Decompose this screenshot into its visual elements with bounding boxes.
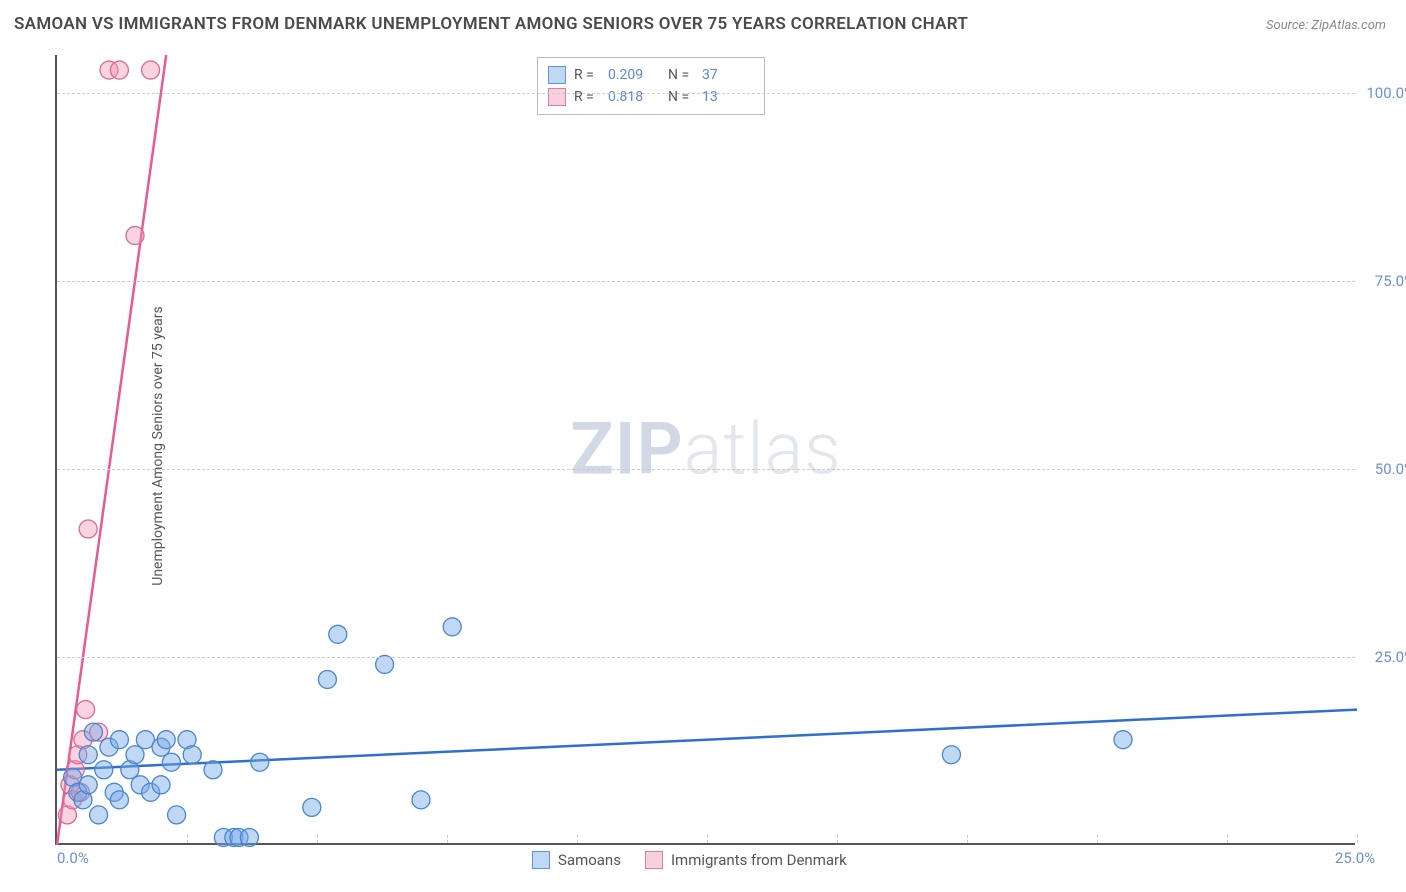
y-tick-label: 75.0% <box>1360 272 1406 290</box>
grid-line-v <box>317 835 318 843</box>
grid-line-v <box>1227 835 1228 843</box>
data-point-samoans <box>412 791 430 809</box>
grid-line-v <box>707 835 708 843</box>
grid-line-v <box>837 835 838 843</box>
data-point-samoans <box>90 806 108 824</box>
data-point-samoans <box>443 618 461 636</box>
data-point-samoans <box>1114 731 1132 749</box>
data-point-denmark <box>79 520 97 538</box>
data-point-samoans <box>942 746 960 764</box>
data-point-samoans <box>376 655 394 673</box>
data-point-denmark <box>142 61 160 79</box>
data-point-samoans <box>162 753 180 771</box>
source-label: Source: ZipAtlas.com <box>1266 18 1386 33</box>
data-point-samoans <box>251 753 269 771</box>
data-point-denmark <box>110 61 128 79</box>
grid-line-h <box>57 657 1355 658</box>
data-point-samoans <box>168 806 186 824</box>
data-point-samoans <box>126 746 144 764</box>
y-tick-label: 100.0% <box>1360 84 1406 102</box>
grid-line-h <box>57 281 1355 282</box>
data-point-samoans <box>152 776 170 794</box>
legend-label-denmark: Immigrants from Denmark <box>671 851 847 869</box>
x-tick-zero: 0.0% <box>57 849 89 867</box>
grid-line-h <box>57 469 1355 470</box>
data-point-samoans <box>204 761 222 779</box>
data-point-samoans <box>157 731 175 749</box>
chart-title: SAMOAN VS IMMIGRANTS FROM DENMARK UNEMPL… <box>14 14 968 34</box>
data-point-samoans <box>303 798 321 816</box>
grid-line-v <box>967 835 968 843</box>
plot-area: ZIPatlas R = 0.209 N = 37 R = 0.818 N = … <box>55 55 1355 845</box>
data-point-samoans <box>79 776 97 794</box>
data-point-samoans <box>240 828 258 846</box>
trend-line-denmark <box>57 55 166 845</box>
grid-line-v <box>1097 835 1098 843</box>
grid-line-v <box>1357 835 1358 843</box>
data-point-samoans <box>318 670 336 688</box>
data-point-denmark <box>77 701 95 719</box>
legend-label-samoans: Samoans <box>558 851 621 869</box>
grid-line-h <box>57 93 1355 94</box>
scatter-svg <box>57 55 1355 843</box>
swatch-blue-icon <box>532 851 550 869</box>
data-point-samoans <box>183 746 201 764</box>
data-point-samoans <box>329 625 347 643</box>
data-point-samoans <box>79 746 97 764</box>
grid-line-v <box>447 835 448 843</box>
grid-line-v <box>187 835 188 843</box>
legend-series: Samoans Immigrants from Denmark <box>532 851 847 869</box>
y-tick-label: 50.0% <box>1360 460 1406 478</box>
swatch-pink-icon <box>645 851 663 869</box>
data-point-samoans <box>84 723 102 741</box>
x-tick-max: 25.0% <box>1335 849 1375 867</box>
data-point-samoans <box>110 791 128 809</box>
legend-item-denmark: Immigrants from Denmark <box>645 851 847 869</box>
data-point-denmark <box>126 227 144 245</box>
grid-line-v <box>577 835 578 843</box>
y-tick-label: 25.0% <box>1360 648 1406 666</box>
data-point-samoans <box>110 731 128 749</box>
data-point-samoans <box>95 761 113 779</box>
legend-item-samoans: Samoans <box>532 851 621 869</box>
